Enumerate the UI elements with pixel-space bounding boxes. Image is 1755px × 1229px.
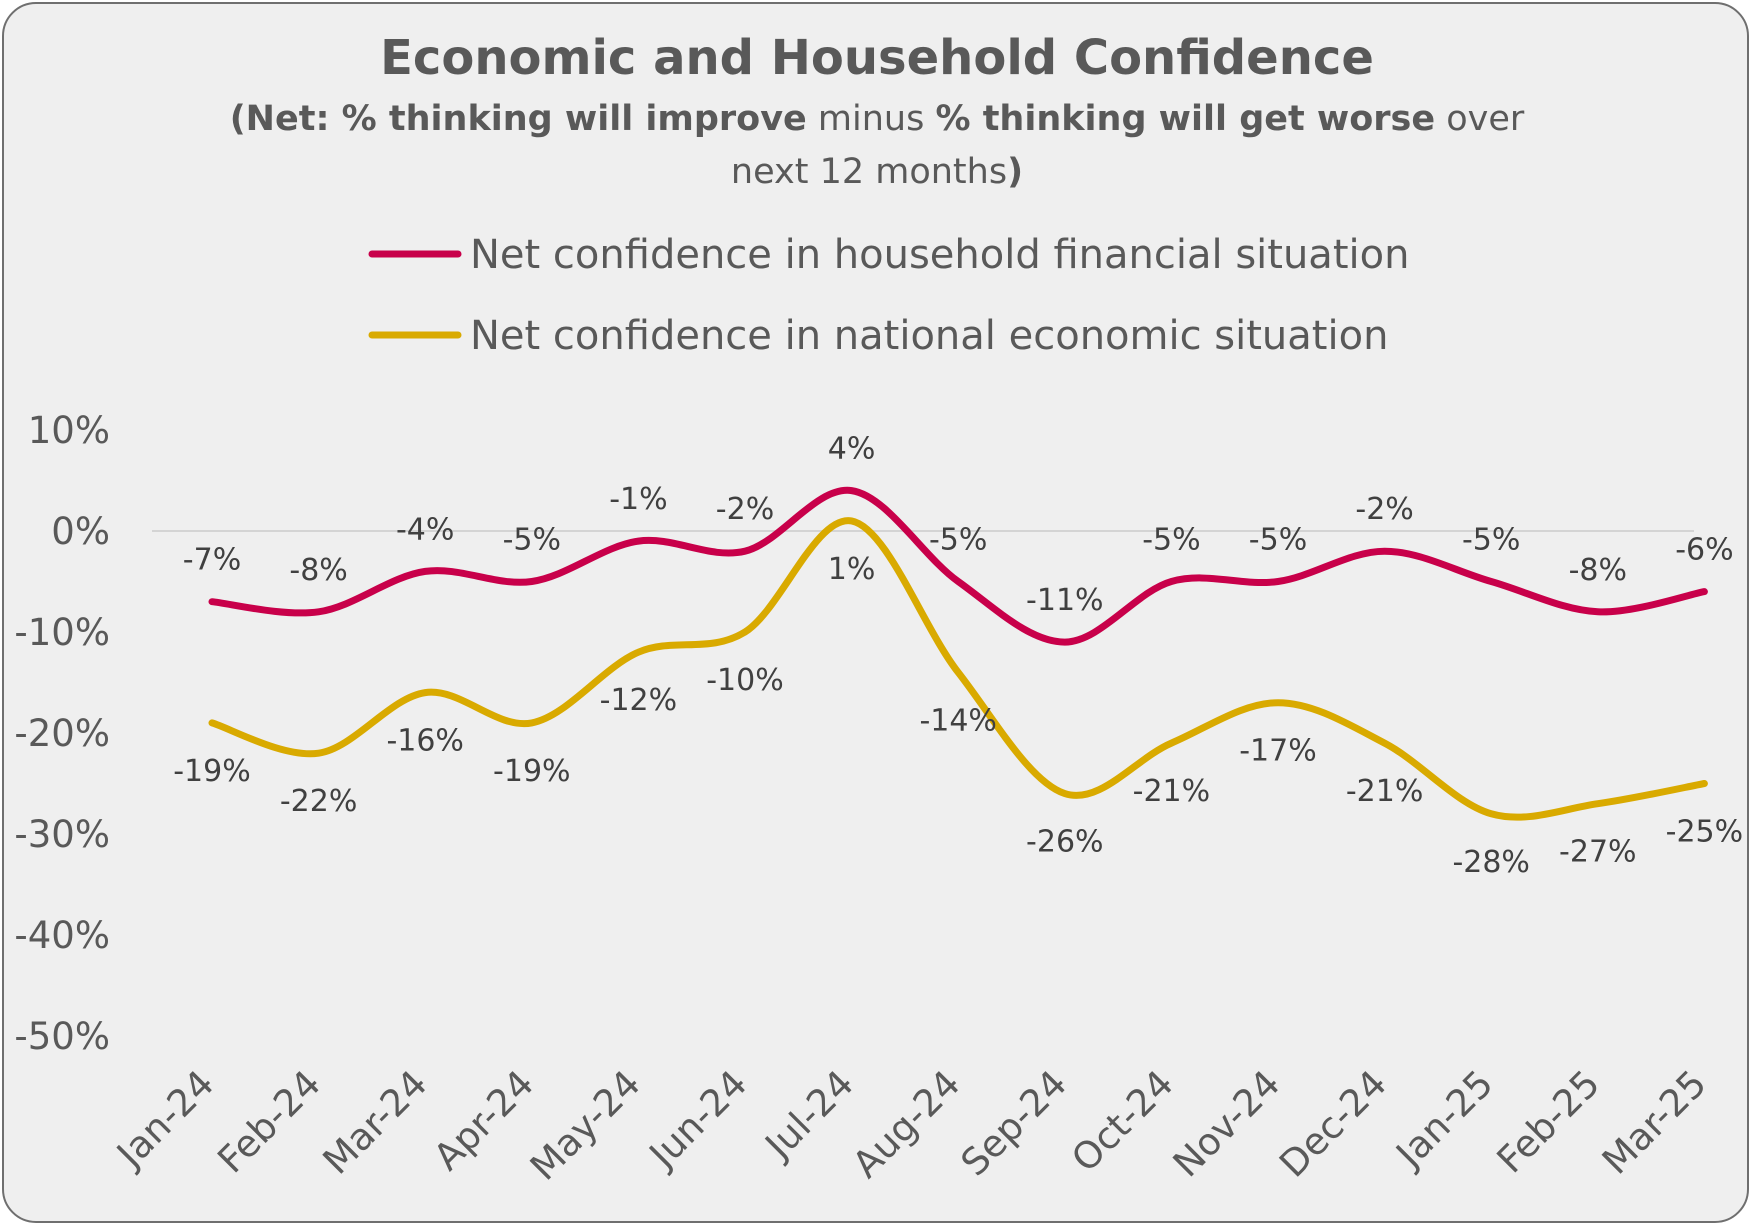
data-label: 4% <box>828 432 876 467</box>
x-tick-label: Jan-25 <box>1387 1062 1502 1177</box>
y-tick-label: -40% <box>14 914 110 957</box>
data-label: -5% <box>1142 523 1200 558</box>
series-line-1 <box>208 517 1708 821</box>
y-tick-label: -30% <box>14 813 110 856</box>
chart-subtitle-line-2: next 12 months) <box>731 152 1023 192</box>
series-layer <box>208 487 1708 821</box>
data-label: -21% <box>1133 774 1211 809</box>
chart-title: Economic and Household Confidence <box>380 30 1374 86</box>
data-label: 1% <box>828 552 876 587</box>
data-label: -7% <box>183 543 241 578</box>
data-label: -21% <box>1346 774 1424 809</box>
y-tick-label: -20% <box>14 712 110 755</box>
data-label: -25% <box>1666 815 1744 850</box>
x-tick-label: Feb-24 <box>209 1062 328 1181</box>
data-label: -28% <box>1452 845 1530 880</box>
x-tick-label: Oct-24 <box>1063 1062 1181 1180</box>
data-label: -22% <box>280 784 358 819</box>
data-label: -2% <box>1355 492 1413 527</box>
data-label: -8% <box>1569 553 1627 588</box>
data-label: -4% <box>396 512 454 547</box>
data-label: -17% <box>1239 734 1317 769</box>
x-tick-label: Dec-24 <box>1271 1062 1395 1186</box>
data-label: -5% <box>929 523 987 558</box>
data-label: -27% <box>1559 835 1637 870</box>
y-axis: 10% 0% -10% -20% -30% -40% -50% <box>14 409 110 1058</box>
y-tick-label: -50% <box>14 1015 110 1058</box>
data-label: -1% <box>609 482 667 517</box>
data-labels: -19% -22% -16% -19% -12% -10% 1% -14% -26% -21% -1… <box>173 432 1743 880</box>
data-label: -12% <box>600 683 678 718</box>
legend: Net confidence in household financial si… <box>368 232 1409 359</box>
data-label: -2% <box>716 492 774 527</box>
chart-subtitle-line-1: (Net: % thinking will improve minus % th… <box>230 99 1525 139</box>
data-label: -5% <box>1462 523 1520 558</box>
data-label: -5% <box>1249 523 1307 558</box>
x-tick-label: Nov-24 <box>1165 1062 1289 1186</box>
subtitle-line-2-run-0: next 12 months <box>731 152 1007 192</box>
data-label: -14% <box>919 703 997 738</box>
data-label: -16% <box>386 724 464 759</box>
y-tick-label: 0% <box>51 510 110 553</box>
data-label: -19% <box>173 754 251 789</box>
subtitle-line-2-run-1: ) <box>1007 152 1023 192</box>
legend-label-0: Net confidence in household financial si… <box>470 232 1409 278</box>
x-tick-label: Mar-24 <box>315 1062 436 1183</box>
data-label: -10% <box>706 663 784 698</box>
subtitle-line-1-run-2: % thinking will get worse <box>935 99 1435 139</box>
x-tick-label: Mar-25 <box>1594 1062 1715 1183</box>
subtitle-line-1-run-0: (Net: % thinking will improve <box>230 99 807 139</box>
x-tick-label: Jul-24 <box>756 1062 862 1168</box>
subtitle-line-1-run-1: minus <box>807 99 936 139</box>
x-tick-label: Jun-24 <box>640 1062 755 1177</box>
subtitle-line-1-run-3: over <box>1435 99 1525 139</box>
x-tick-label: Sep-24 <box>953 1062 1075 1184</box>
x-tick-label: Aug-24 <box>844 1062 968 1186</box>
y-tick-label: 10% <box>28 409 110 452</box>
x-tick-label: Jan-24 <box>107 1062 222 1177</box>
y-tick-label: -10% <box>14 611 110 654</box>
series-line-0 <box>208 487 1708 646</box>
data-label: -26% <box>1026 825 1104 860</box>
data-label: -11% <box>1026 583 1104 618</box>
legend-label-1: Net confidence in national economic situ… <box>470 313 1388 359</box>
data-label: -6% <box>1675 533 1733 568</box>
data-label: -19% <box>493 754 571 789</box>
data-label: -5% <box>503 523 561 558</box>
data-label: -8% <box>289 553 347 588</box>
x-tick-label: May-24 <box>522 1062 649 1189</box>
x-tick-label: Feb-25 <box>1489 1062 1608 1181</box>
